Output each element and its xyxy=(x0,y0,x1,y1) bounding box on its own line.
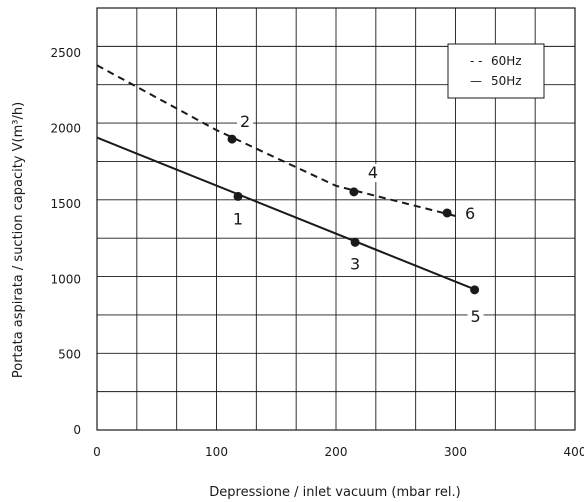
point-label-bg xyxy=(347,255,364,274)
series-line-50hz xyxy=(96,136,477,291)
x-axis-ticks: 0 100 200 300 400 xyxy=(93,445,584,459)
point-label: 5 xyxy=(471,307,481,326)
point-label: 2 xyxy=(240,112,250,131)
legend-label-50hz: 50Hz xyxy=(491,74,522,88)
legend-label-60hz: 60Hz xyxy=(491,54,522,68)
y-axis-label: Portata aspirata / suction capacity V(m³… xyxy=(11,102,26,378)
legend-box xyxy=(447,43,545,99)
point-label-bg xyxy=(237,113,254,132)
legend-symbol-50hz: — xyxy=(470,74,482,88)
point-label: 1 xyxy=(233,209,243,228)
point-label: 3 xyxy=(350,254,360,273)
series-line-60hz xyxy=(96,64,456,217)
plot-border xyxy=(96,7,576,431)
x-tick-label: 100 xyxy=(205,445,228,459)
point-label: 4 xyxy=(368,163,378,182)
y-tick-label: 1000 xyxy=(50,272,81,286)
y-tick-label: 1500 xyxy=(50,197,81,211)
chart-frame xyxy=(96,7,576,431)
data-point xyxy=(350,237,360,247)
y-tick-label: 0 xyxy=(73,423,81,437)
data-point xyxy=(470,285,480,295)
series-lines xyxy=(96,64,477,291)
point-label-bg xyxy=(230,210,247,229)
legend-symbol-60hz: - - xyxy=(470,54,482,68)
x-tick-label: 0 xyxy=(93,445,101,459)
data-point xyxy=(349,187,359,197)
legend: - - 60Hz — 50Hz xyxy=(447,43,545,99)
point-label: 6 xyxy=(465,204,475,223)
data-point xyxy=(233,191,243,201)
x-axis-label: Depressione / inlet vacuum (mbar rel.) xyxy=(209,485,460,500)
data-point xyxy=(227,134,237,144)
y-tick-label: 500 xyxy=(58,348,81,362)
y-tick-label: 2000 xyxy=(50,122,81,136)
data-points xyxy=(227,134,480,295)
point-label-bg xyxy=(462,204,479,223)
x-tick-label: 300 xyxy=(444,445,467,459)
y-tick-label: 2500 xyxy=(50,46,81,60)
point-labels: 2 4 6 1 3 5 xyxy=(230,112,484,326)
y-axis-ticks: 0 500 1000 1500 2000 2500 xyxy=(50,46,81,437)
x-tick-label: 200 xyxy=(325,445,348,459)
x-tick-label: 400 xyxy=(564,445,584,459)
point-label-bg xyxy=(364,163,381,182)
data-point xyxy=(442,208,452,218)
point-label-bg xyxy=(467,307,484,326)
